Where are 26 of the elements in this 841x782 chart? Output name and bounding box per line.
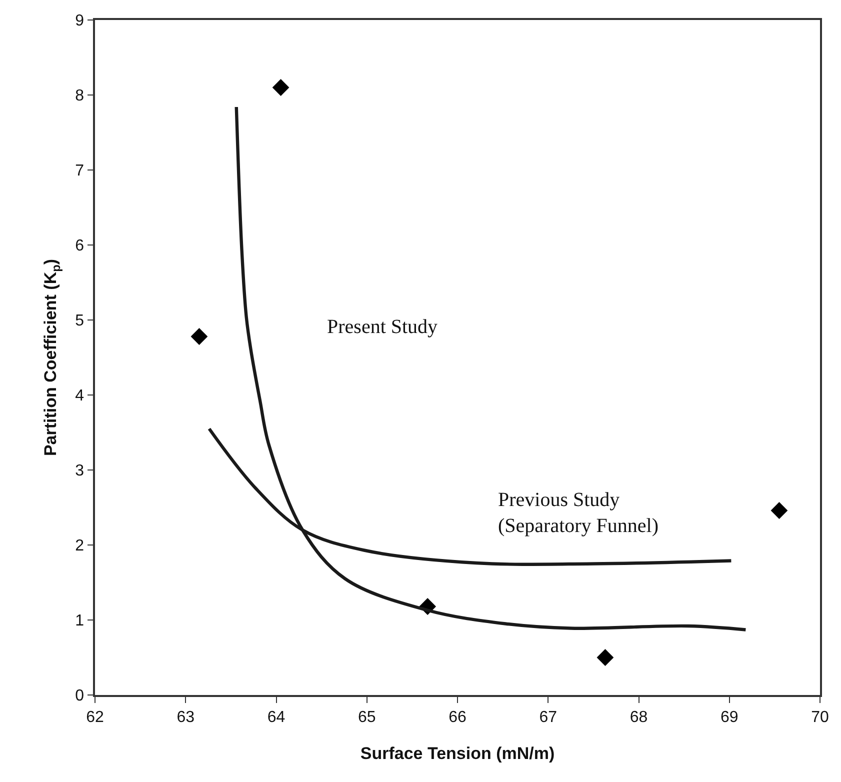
y-tick-label: 1 xyxy=(75,612,84,630)
point xyxy=(272,79,290,96)
x-tick-label: 67 xyxy=(539,708,558,726)
y-tick-label: 9 xyxy=(75,12,84,30)
y-tick-label: 3 xyxy=(75,462,84,480)
x-tick-label: 63 xyxy=(176,708,195,726)
annotation: Previous Study (Separatory Funnel) xyxy=(498,489,659,537)
x-tick-label: 62 xyxy=(86,708,104,726)
y-tick-label: 5 xyxy=(75,312,84,330)
x-tick-label: 65 xyxy=(358,708,376,726)
y-tick-label: 8 xyxy=(75,88,84,105)
point xyxy=(770,502,788,519)
y-tick-label: 4 xyxy=(75,388,84,405)
y-tick-label: 6 xyxy=(75,238,84,255)
x-tick-label: 66 xyxy=(448,708,466,726)
y-tick-label: 2 xyxy=(75,538,84,555)
point xyxy=(596,649,614,666)
x-axis-title: Surface Tension (mN/m) xyxy=(360,744,555,763)
annotation: Present Study xyxy=(327,316,438,338)
x-tick-label: 69 xyxy=(720,708,738,726)
x-tick-label: 70 xyxy=(811,708,829,726)
x-tick-label: 64 xyxy=(267,708,286,726)
x-tick-label: 68 xyxy=(630,708,648,726)
y-tick-label: 0 xyxy=(75,688,84,705)
point xyxy=(190,328,208,345)
y-tick-label: 7 xyxy=(75,162,84,180)
